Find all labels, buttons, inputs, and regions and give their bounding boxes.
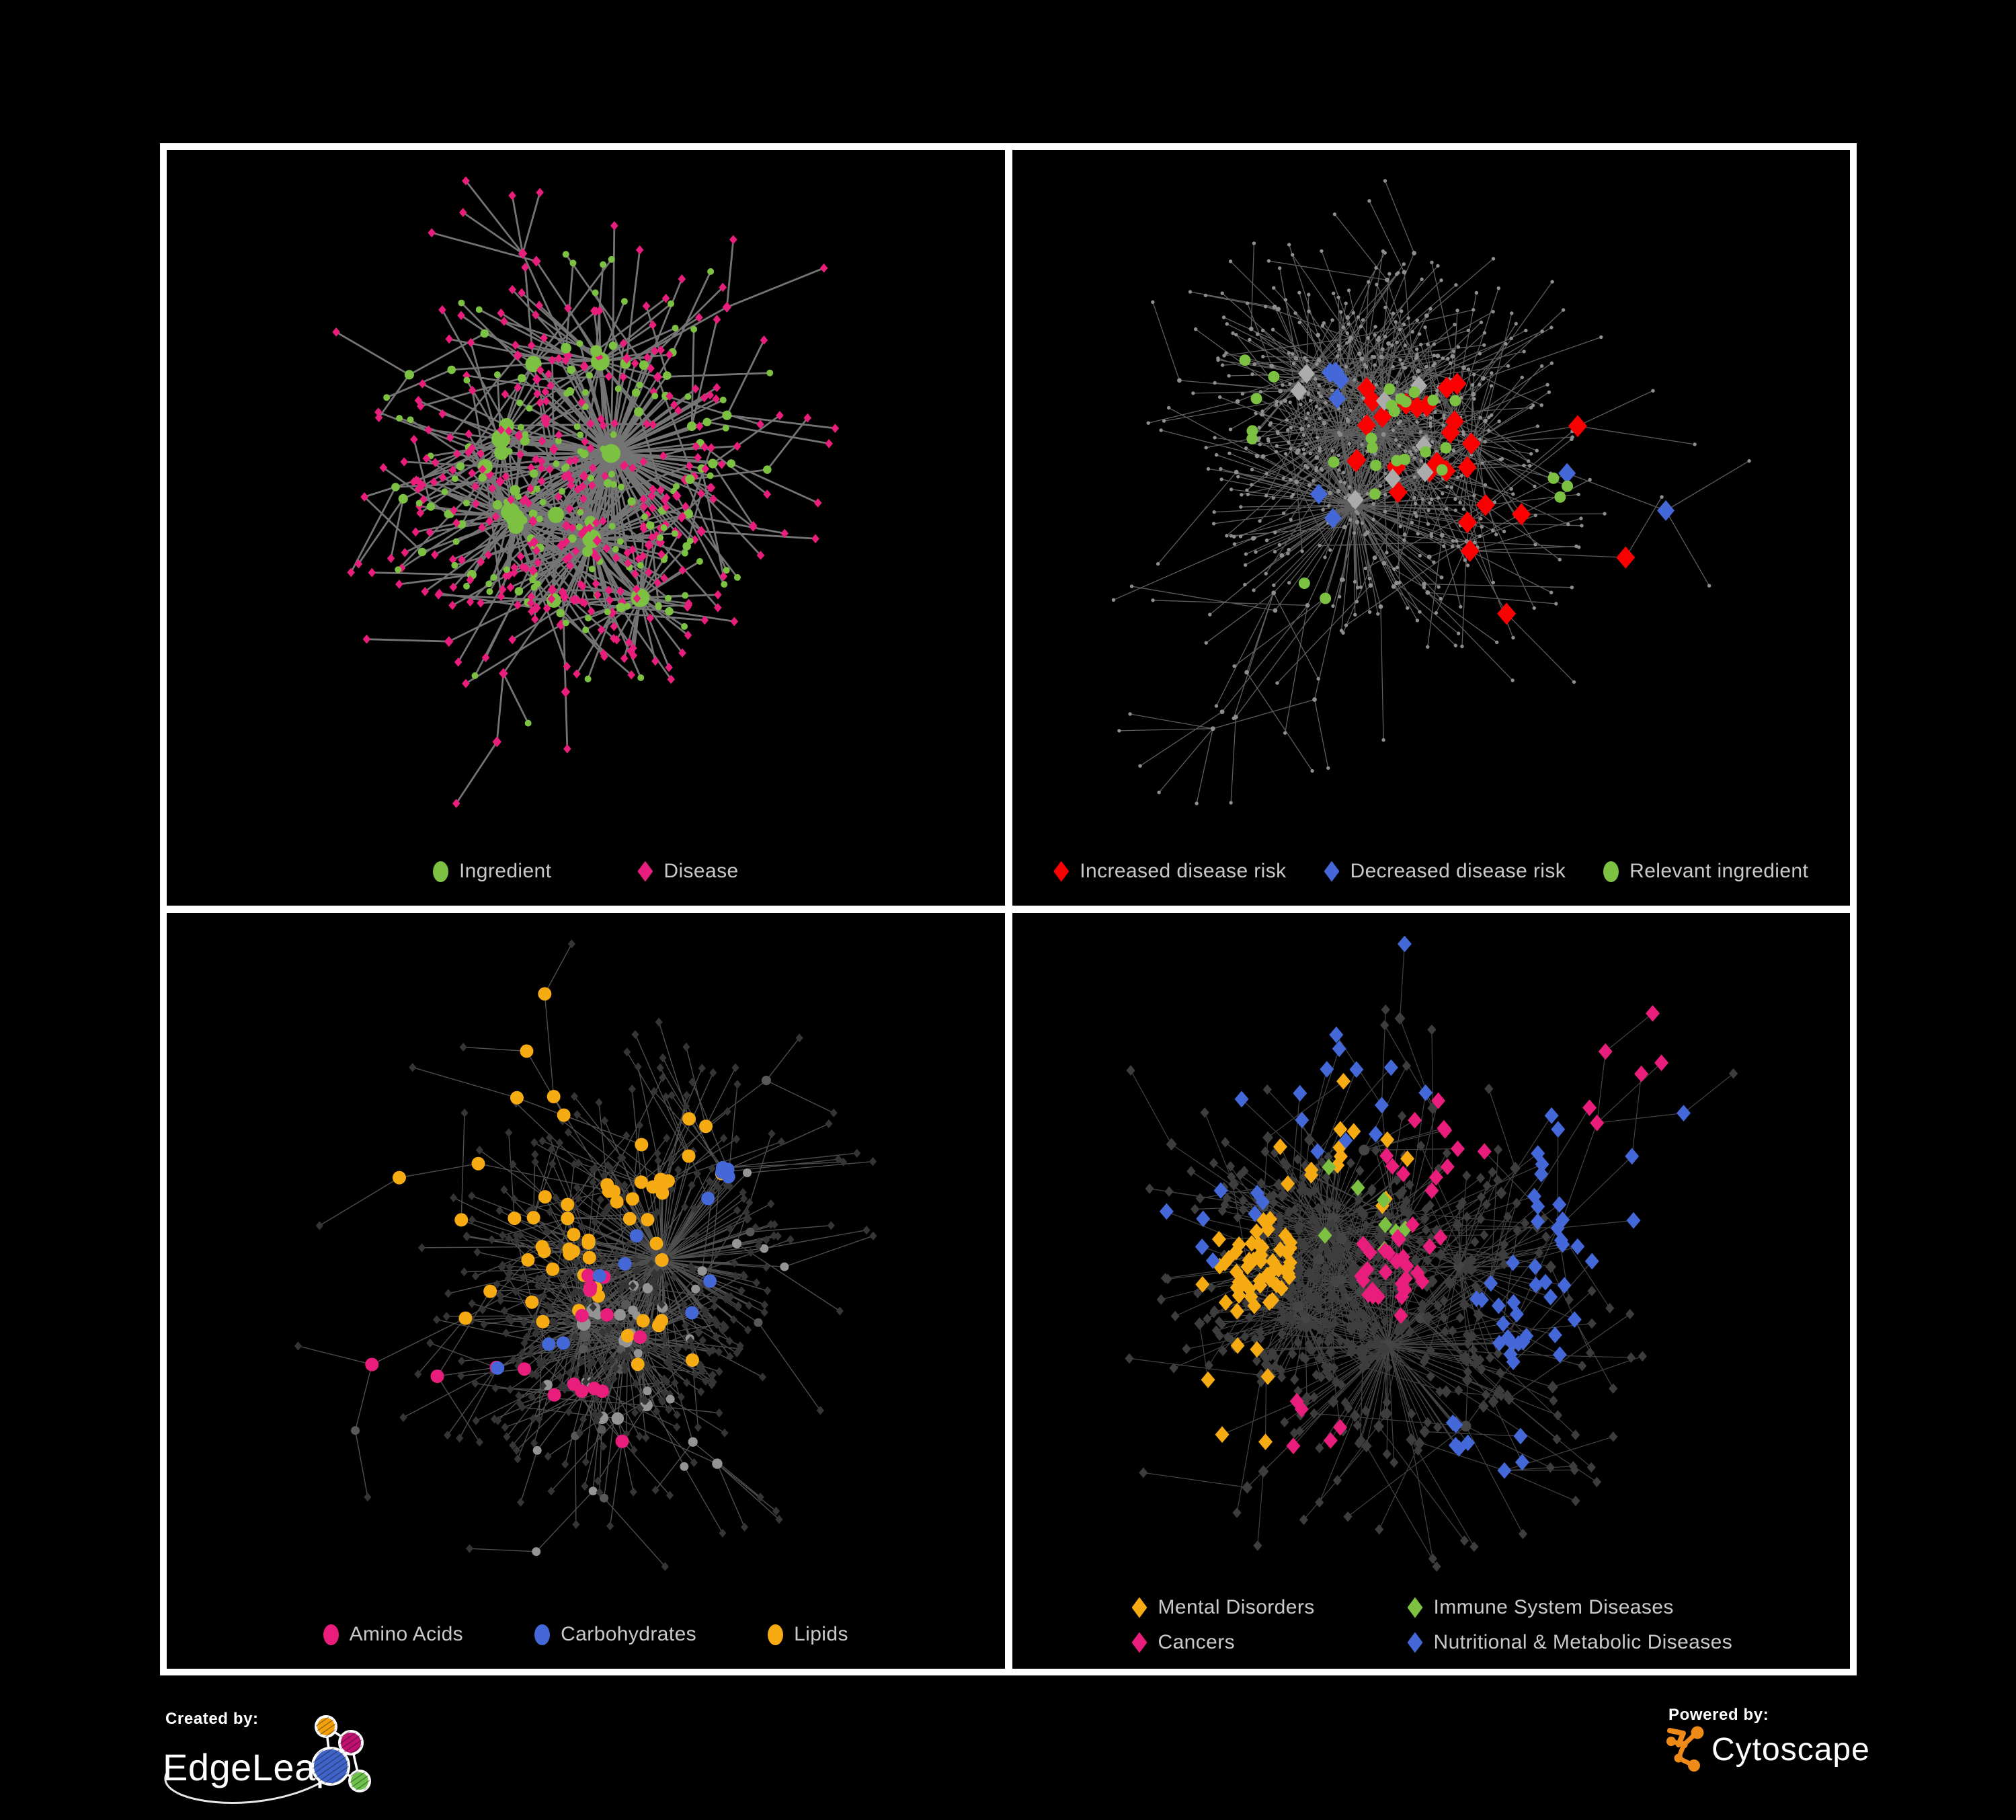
- panel-disease-categories: Mental Disorders Immune System Diseases …: [1012, 913, 1850, 1669]
- network-nutrient-classes: [294, 939, 877, 1571]
- carbohydrates-marker-icon: [534, 1624, 551, 1645]
- legend-disease-categories: Mental Disorders Immune System Diseases …: [1131, 1596, 1733, 1654]
- legend-item-lipids: Lipids: [768, 1623, 848, 1646]
- decreased-risk-marker-icon: [1324, 861, 1340, 882]
- legend-label: Ingredient: [458, 860, 552, 882]
- legend-item-relevant-ingredient: Relevant ingredient: [1603, 860, 1808, 883]
- legend-item-ingredient: Ingredient: [432, 860, 552, 883]
- legend-item-immune-diseases: Immune System Diseases: [1407, 1596, 1733, 1619]
- edgeleap-wordmark: EdgeLeap: [163, 1746, 337, 1788]
- legend-label: Decreased disease risk: [1350, 860, 1566, 882]
- relevant-ingredient-marker-icon: [1603, 861, 1619, 882]
- legend-item-cancers: Cancers: [1131, 1631, 1381, 1654]
- legend-disease-risk: Increased disease risk Decreased disease…: [1012, 860, 1851, 883]
- disease-marker-icon: [637, 861, 653, 882]
- legend-item-mental-disorders: Mental Disorders: [1131, 1596, 1381, 1619]
- legend-ingredient-disease: Ingredient Disease: [167, 860, 1005, 883]
- edgeleap-glyph-icon: [311, 1715, 371, 1792]
- legend-item-carbohydrates: Carbohydrates: [534, 1623, 696, 1646]
- legend-label: Mental Disorders: [1158, 1596, 1315, 1618]
- mental-disorders-marker-icon: [1131, 1597, 1147, 1618]
- cytoscape-glyph-icon: [1666, 1726, 1704, 1772]
- immune-diseases-marker-icon: [1407, 1597, 1423, 1618]
- panel-nutrient-classes: Amino Acids Carbohydrates Lipids: [167, 913, 1005, 1669]
- legend-item-nutritional-metabolic: Nutritional & Metabolic Diseases: [1407, 1631, 1733, 1654]
- legend-label: Carbohydrates: [561, 1623, 697, 1645]
- cytoscape-logo: Powered by: Cytoscape: [1666, 1706, 1869, 1772]
- legend-label: Disease: [663, 860, 739, 882]
- legend-label: Immune System Diseases: [1433, 1596, 1674, 1618]
- panel-disease-risk: Increased disease risk Decreased disease…: [1012, 150, 1851, 906]
- ingredient-marker-icon: [432, 861, 448, 882]
- legend-label: Lipids: [794, 1623, 848, 1645]
- legend-label: Relevant ingredient: [1629, 860, 1809, 882]
- network-disease-categories: [1124, 935, 1738, 1572]
- legend-nutrient-classes: Amino Acids Carbohydrates Lipids: [167, 1623, 1005, 1646]
- cytoscape-wordmark: Cytoscape: [1711, 1732, 1869, 1768]
- network-ingredient-disease: [332, 176, 840, 808]
- panel-ingredient-disease: Ingredient Disease: [167, 150, 1005, 906]
- legend-item-amino-acids: Amino Acids: [323, 1623, 463, 1646]
- panel-grid: Ingredient Disease Increased disease ris…: [160, 143, 1857, 1675]
- legend-item-disease: Disease: [637, 860, 738, 883]
- legend-label: Increased disease risk: [1080, 860, 1287, 882]
- lipids-marker-icon: [768, 1624, 784, 1645]
- powered-by-label: Powered by:: [1668, 1706, 1769, 1724]
- legend-item-increased-risk: Increased disease risk: [1053, 860, 1286, 883]
- cancers-marker-icon: [1131, 1632, 1147, 1653]
- network-disease-risk: [1111, 179, 1751, 805]
- legend-label: Nutritional & Metabolic Diseases: [1433, 1631, 1733, 1653]
- created-by-label: Created by:: [165, 1710, 259, 1728]
- legend-label: Amino Acids: [349, 1623, 464, 1645]
- nutritional-metabolic-marker-icon: [1407, 1632, 1423, 1653]
- edgeleap-logo: Created by: EdgeLeap: [163, 1710, 371, 1804]
- amino-acids-marker-icon: [323, 1624, 339, 1645]
- increased-risk-marker-icon: [1053, 861, 1070, 882]
- legend-item-decreased-risk: Decreased disease risk: [1324, 860, 1566, 883]
- legend-label: Cancers: [1158, 1631, 1236, 1653]
